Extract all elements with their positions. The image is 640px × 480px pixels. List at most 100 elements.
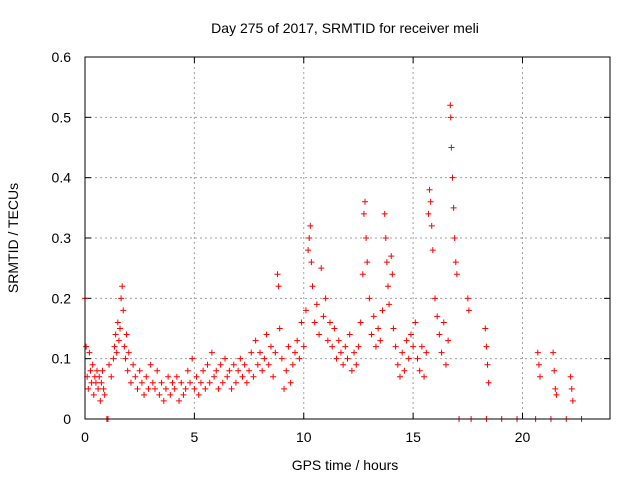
data-point: [202, 385, 209, 392]
data-point: [130, 361, 137, 368]
data-point: [344, 355, 351, 362]
data-point: [426, 186, 433, 193]
data-point: [250, 373, 257, 380]
data-point: [254, 361, 261, 368]
data-point: [359, 271, 366, 278]
data-point: [313, 301, 320, 308]
data-point: [429, 247, 436, 254]
data-point: [535, 361, 542, 368]
data-point: [383, 259, 390, 266]
data-point: [200, 367, 207, 374]
data-point: [483, 343, 490, 350]
data-point: [414, 355, 421, 362]
data-point: [401, 367, 408, 374]
data-point: [445, 337, 452, 344]
data-point: [259, 367, 266, 374]
data-point: [208, 349, 215, 356]
data-point: [434, 313, 441, 320]
data-point: [115, 337, 122, 344]
data-point: [154, 367, 161, 374]
data-point: [89, 361, 96, 368]
data-point: [182, 385, 189, 392]
data-point: [485, 379, 492, 386]
data-point: [224, 373, 231, 380]
data-point: [451, 235, 458, 241]
data-point: [311, 319, 318, 326]
data-point: [98, 379, 105, 386]
data-point: [309, 283, 316, 290]
data-point: [85, 385, 92, 392]
data-point: [189, 355, 196, 362]
data-point: [94, 367, 101, 374]
data-point: [550, 349, 557, 356]
data-point: [226, 367, 233, 374]
data-point: [143, 373, 150, 380]
data-point: [112, 331, 119, 338]
x-tick-label: 20: [515, 429, 531, 445]
data-point: [302, 307, 309, 314]
data-point: [100, 385, 107, 392]
data-point: [96, 373, 103, 380]
data-point: [121, 343, 128, 350]
data-point: [388, 253, 395, 260]
data-point: [176, 397, 183, 404]
y-axis-label: SRMTID / TECUs: [5, 183, 21, 293]
data-point: [136, 367, 143, 374]
data-point: [327, 319, 333, 326]
data-point: [118, 295, 125, 302]
data-point: [432, 295, 438, 302]
data-point: [551, 367, 558, 374]
data-point: [534, 349, 541, 356]
data-point: [552, 385, 559, 392]
data-point: [111, 343, 118, 350]
data-point: [270, 373, 277, 380]
data-point: [217, 361, 224, 368]
data-point: [276, 325, 283, 332]
data-point: [537, 373, 543, 380]
data-point: [113, 349, 120, 356]
data-point: [360, 210, 367, 217]
data-point: [368, 331, 375, 338]
data-point: [123, 331, 130, 338]
data-point: [263, 331, 270, 338]
data-point: [292, 349, 298, 356]
data-point: [389, 271, 396, 278]
data-point: [362, 198, 368, 205]
data-point: [232, 379, 239, 386]
data-point: [141, 391, 148, 398]
data-point: [124, 367, 131, 374]
data-point: [285, 343, 292, 350]
data-point: [568, 385, 575, 392]
data-point: [375, 325, 382, 332]
data-point: [162, 385, 169, 392]
data-point: [427, 198, 434, 205]
data-point: [316, 331, 323, 338]
data-point: [296, 355, 303, 362]
data-point: [184, 367, 191, 374]
data-point: [180, 391, 187, 398]
data-point: [95, 385, 102, 392]
data-point: [152, 385, 158, 392]
data-point: [407, 331, 414, 338]
data-point: [351, 349, 358, 356]
data-point: [147, 361, 154, 368]
data-point: [243, 379, 250, 386]
data-point: [355, 343, 362, 350]
data-point: [158, 379, 165, 386]
data-point: [379, 307, 386, 314]
data-point: [450, 204, 457, 211]
data-point: [237, 355, 244, 362]
data-point: [108, 373, 115, 380]
data-point: [308, 259, 315, 266]
data-point: [447, 102, 454, 109]
data-point: [348, 367, 355, 374]
data-point: [289, 361, 296, 368]
data-point: [405, 355, 412, 362]
chart-title: Day 275 of 2017, SRMTID for receiver mel…: [211, 20, 479, 36]
data-point: [165, 373, 172, 380]
data-point: [340, 361, 347, 368]
data-point: [171, 385, 178, 392]
data-point: [333, 355, 340, 362]
y-tick-label: 0.2: [52, 290, 72, 306]
data-point: [145, 385, 152, 392]
